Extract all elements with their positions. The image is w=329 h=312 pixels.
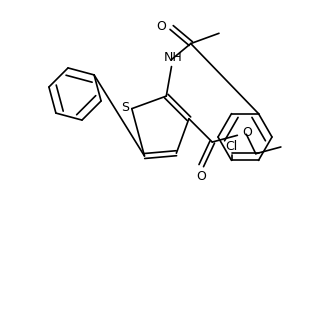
Text: O: O — [196, 170, 206, 183]
Text: NH: NH — [164, 51, 183, 64]
Text: O: O — [157, 20, 166, 33]
Text: Cl: Cl — [225, 140, 238, 154]
Text: O: O — [242, 126, 252, 139]
Text: S: S — [121, 101, 129, 114]
